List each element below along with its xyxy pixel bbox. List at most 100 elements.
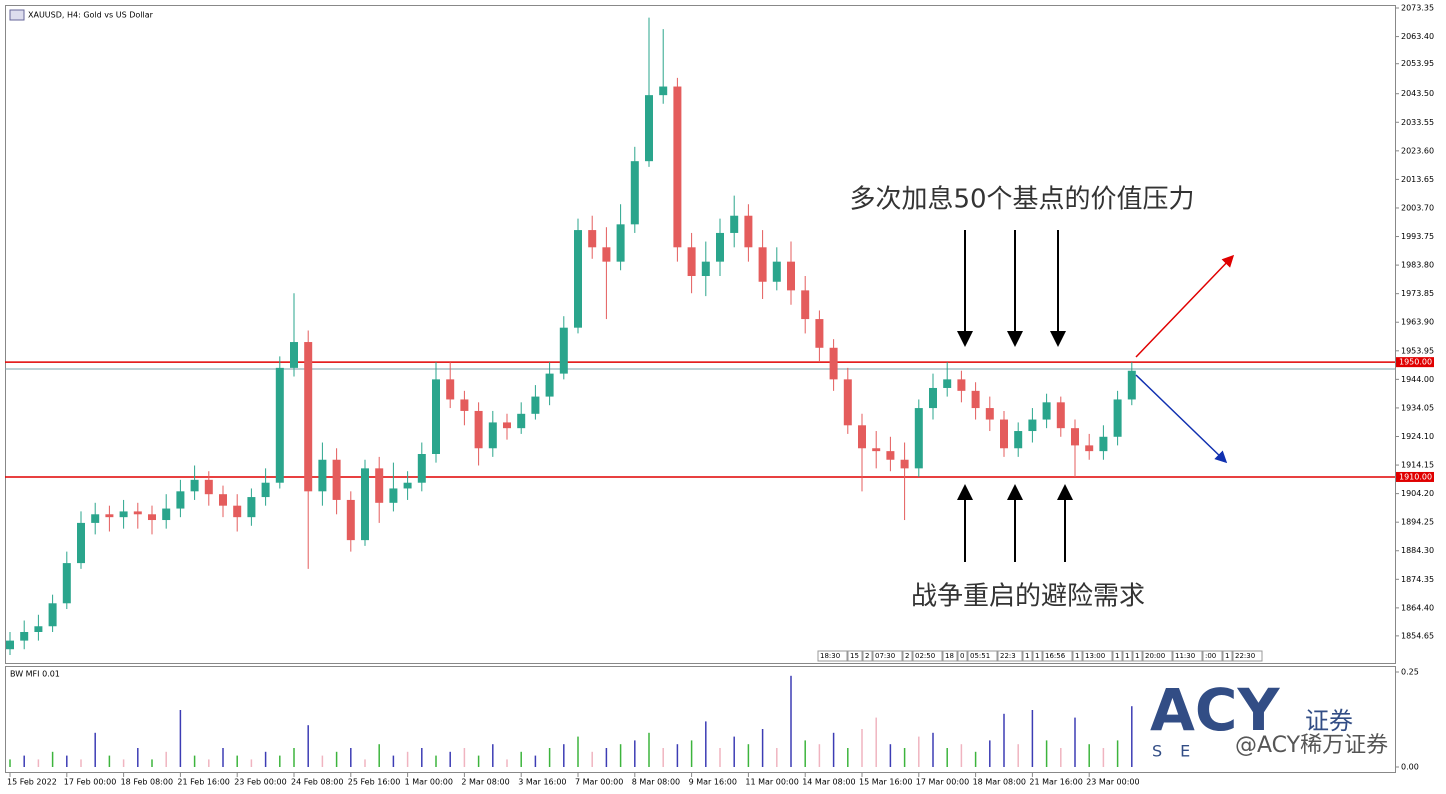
candle-body bbox=[929, 387, 937, 409]
candle-body bbox=[389, 488, 398, 503]
x-tick-label: 9 Mar 16:00 bbox=[689, 778, 737, 787]
candle-body bbox=[971, 390, 980, 409]
time-tag: 07:30 bbox=[875, 652, 895, 660]
candle-body bbox=[346, 499, 355, 541]
time-tag: 1 bbox=[1075, 652, 1079, 660]
x-tick-label: 14 Mar 08:00 bbox=[802, 778, 855, 787]
candle-body bbox=[148, 514, 156, 521]
x-tick-label: 21 Mar 16:00 bbox=[1029, 778, 1082, 787]
candle-body bbox=[62, 563, 71, 604]
time-tag: 0 bbox=[960, 652, 964, 660]
candle-body bbox=[787, 261, 795, 291]
watermark: ACY 证券 SE @ACY稀万证券 bbox=[1150, 676, 1388, 760]
time-tag: 2 bbox=[865, 652, 869, 660]
candle-body bbox=[6, 640, 14, 650]
candle-body bbox=[659, 86, 668, 96]
y-tick-label: 1924.10 bbox=[1401, 432, 1434, 441]
arrows bbox=[957, 230, 1235, 562]
candle-body bbox=[1113, 399, 1122, 437]
time-tag-box bbox=[942, 650, 958, 662]
candle-body bbox=[687, 247, 696, 277]
candle-body bbox=[673, 86, 682, 248]
candle-body bbox=[616, 224, 625, 262]
candle-body bbox=[190, 479, 199, 492]
candle-body bbox=[858, 425, 866, 449]
arrow bbox=[1135, 254, 1235, 358]
y-tick-label: 2073.35 bbox=[1401, 4, 1434, 13]
x-tick-label: 15 Feb 2022 bbox=[7, 778, 57, 787]
time-tag-box bbox=[1022, 650, 1033, 662]
candle-body bbox=[1071, 428, 1079, 446]
candle-body bbox=[957, 379, 966, 391]
candle-body bbox=[716, 232, 724, 262]
candle-body bbox=[20, 631, 29, 641]
y-tick-label: 1884.30 bbox=[1401, 546, 1434, 555]
candle-body bbox=[730, 215, 739, 233]
time-tag-box bbox=[1042, 650, 1073, 662]
candle-body bbox=[233, 505, 242, 518]
candle-body bbox=[1042, 402, 1051, 420]
candle-body bbox=[275, 367, 284, 483]
handle: @ACY稀万证券 bbox=[1235, 733, 1388, 758]
candle-body bbox=[219, 494, 227, 506]
candle-body bbox=[290, 342, 298, 368]
time-tag-box bbox=[997, 650, 1023, 662]
time-tag: 1 bbox=[1135, 652, 1139, 660]
y-tick-label: 1983.80 bbox=[1401, 261, 1434, 270]
level-tag bbox=[1396, 357, 1434, 368]
time-tag-box bbox=[1202, 650, 1223, 662]
time-tag: 1 bbox=[1035, 652, 1039, 660]
time-tag: 2 bbox=[905, 652, 909, 660]
y-tick-label: 0.00 bbox=[1401, 763, 1419, 772]
candle-body bbox=[872, 448, 881, 452]
candle-body bbox=[503, 422, 511, 429]
candle-body bbox=[1127, 370, 1136, 400]
time-tag-box bbox=[1142, 650, 1173, 662]
y-tick-label: 1894.25 bbox=[1401, 518, 1434, 527]
candle-body bbox=[91, 514, 100, 523]
annotation: 多次加息50个基点的价值压力 bbox=[849, 185, 1194, 215]
time-tag: 1 bbox=[1225, 652, 1229, 660]
x-tick-label: 24 Feb 08:00 bbox=[291, 778, 343, 787]
y-tick-label: 1993.75 bbox=[1401, 232, 1434, 241]
candle-body bbox=[48, 603, 57, 627]
y-tick-label: 2063.40 bbox=[1401, 32, 1434, 41]
candle-body bbox=[488, 422, 497, 449]
candle-body bbox=[1028, 419, 1037, 432]
candle-body bbox=[943, 379, 952, 388]
time-tag-box bbox=[1082, 650, 1113, 662]
candle-body bbox=[403, 482, 412, 489]
time-tag-box bbox=[1132, 650, 1143, 662]
candle-body bbox=[1056, 402, 1065, 429]
y-tick-label: 1973.85 bbox=[1401, 289, 1434, 298]
x-tick-label: 18 Mar 08:00 bbox=[973, 778, 1026, 787]
time-tag-box bbox=[817, 650, 848, 662]
window-icon bbox=[9, 9, 25, 21]
time-tag-box bbox=[967, 650, 998, 662]
y-tick-label: 1864.40 bbox=[1401, 603, 1434, 612]
time-tag: 13:00 bbox=[1085, 652, 1105, 660]
candle-body bbox=[602, 247, 611, 262]
candle-body bbox=[758, 247, 767, 282]
x-tick-label: 15 Mar 16:00 bbox=[859, 778, 912, 787]
candle-body bbox=[332, 459, 341, 500]
logo: ACY bbox=[1150, 676, 1280, 744]
candle-body bbox=[886, 451, 895, 460]
y-tick-label: 2043.50 bbox=[1401, 89, 1434, 98]
candle-body bbox=[630, 161, 639, 225]
x-tick-label: 8 Mar 08:00 bbox=[632, 778, 680, 787]
time-tag: 11:30 bbox=[1175, 652, 1195, 660]
annotation: 战争重启的避险需求 bbox=[911, 582, 1145, 612]
candle-body bbox=[744, 215, 753, 248]
x-tick-label: 11 Mar 00:00 bbox=[745, 778, 798, 787]
time-tag: 22:3 bbox=[1000, 652, 1016, 660]
y-tick-label: 2053.95 bbox=[1401, 59, 1434, 68]
y-tick-label: 1963.90 bbox=[1401, 318, 1434, 327]
candle-body bbox=[559, 327, 568, 374]
logo-sub: 证券 bbox=[1305, 707, 1353, 735]
candle-body bbox=[1085, 445, 1094, 452]
candle-body bbox=[432, 379, 440, 455]
x-tick-label: 7 Mar 00:00 bbox=[575, 778, 623, 787]
candle-body bbox=[304, 342, 313, 492]
